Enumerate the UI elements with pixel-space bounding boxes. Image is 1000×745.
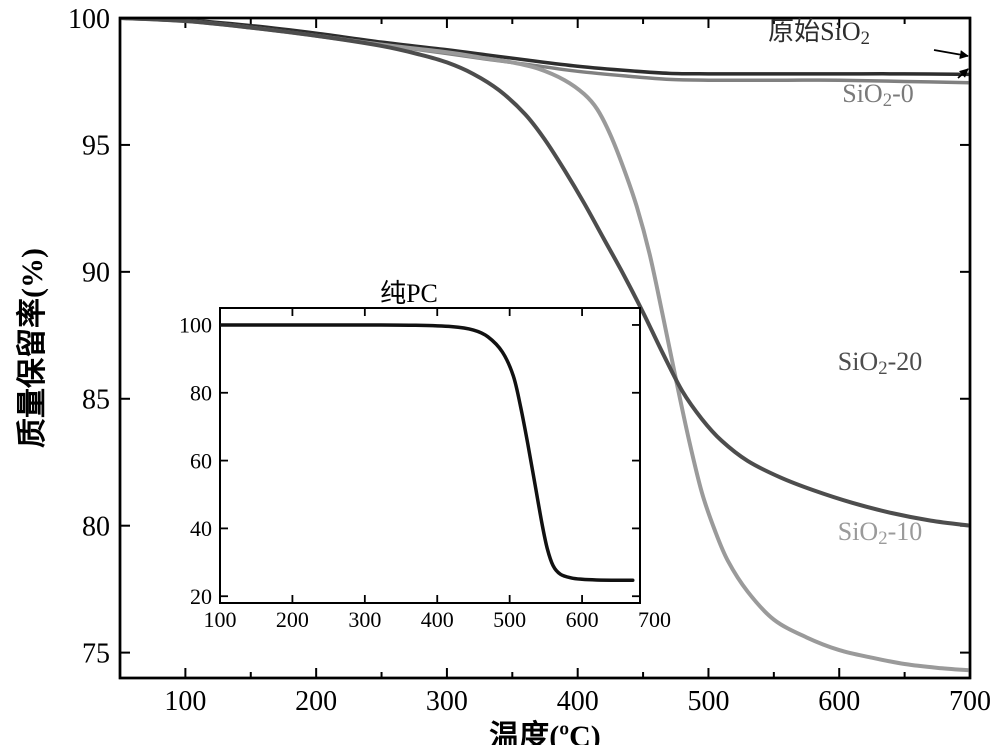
inset-xtick-label: 400 (421, 607, 454, 632)
main-xtick-label: 400 (557, 686, 599, 717)
inset-xtick-label: 500 (493, 607, 526, 632)
main-ytick-label: 85 (82, 385, 110, 416)
inset-title: 纯PC (380, 279, 438, 308)
inset-xtick-label: 700 (638, 607, 671, 632)
main-xtick-label: 500 (687, 686, 729, 717)
main-ytick-label: 90 (82, 258, 110, 289)
main-xtick-label: 200 (295, 686, 337, 717)
inset-xtick-label: 100 (204, 607, 237, 632)
inset-ytick-label: 40 (190, 516, 212, 541)
inset-ytick-label: 80 (190, 380, 212, 405)
inset-ytick-label: 60 (190, 448, 212, 473)
main-x-axis-label: 温度(ºC) (489, 720, 601, 745)
inset-xtick-label: 200 (276, 607, 309, 632)
main-ytick-label: 75 (82, 638, 110, 669)
main-y-axis-label: 质量保留率(%) (16, 248, 49, 448)
inset-ytick-label: 100 (179, 313, 212, 338)
chart-root: 100 200 300 400 500 600 700 75 80 85 90 95 100 温度(ºC)… (0, 0, 1000, 745)
series-label: 原始SiO2 (768, 17, 870, 49)
inset-ytick-label: 20 (190, 584, 212, 609)
main-xtick-label: 300 (426, 686, 468, 717)
main-ytick-label: 95 (82, 131, 110, 162)
main-xtick-label: 600 (818, 686, 860, 717)
series-label: SiO2-0 (842, 79, 914, 111)
main-ytick-label: 80 (82, 511, 110, 542)
main-xtick-label: 100 (164, 686, 206, 717)
main-xtick-label: 700 (949, 686, 991, 717)
inset-xtick-label: 600 (566, 607, 599, 632)
inset-xtick-label: 300 (348, 607, 381, 632)
main-ytick-label: 100 (68, 4, 110, 35)
